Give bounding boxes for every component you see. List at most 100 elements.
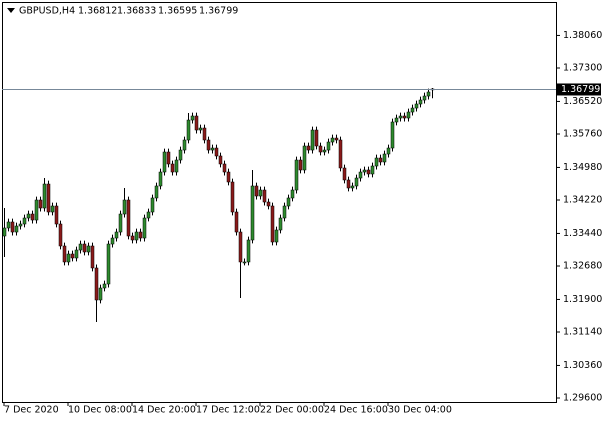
- candle-body: [42, 183, 47, 209]
- candle-body: [298, 159, 303, 171]
- y-tick-label: 1.31140: [563, 327, 602, 338]
- candle-body: [314, 129, 319, 147]
- candle-body: [398, 115, 403, 119]
- candle-body: [286, 197, 291, 207]
- candle-body: [22, 217, 27, 225]
- candle-body: [118, 213, 123, 233]
- candle-body: [102, 283, 107, 289]
- y-tick-label: 1.32680: [563, 261, 602, 272]
- candle-body: [362, 169, 367, 173]
- candle-body: [150, 197, 155, 213]
- candle-body: [222, 163, 227, 173]
- candle-body: [138, 231, 143, 239]
- x-tick-label: 22 Dec 00:00: [260, 405, 324, 416]
- candle-body: [250, 185, 255, 241]
- candle-body: [74, 249, 79, 259]
- candle-body: [402, 115, 407, 119]
- price-label-box: [557, 83, 601, 96]
- candle-body: [318, 145, 323, 153]
- candle-body: [90, 245, 95, 269]
- candle-body: [66, 253, 71, 263]
- candle-body: [266, 201, 271, 207]
- candle-body: [122, 199, 127, 215]
- candle-body: [214, 147, 219, 157]
- chart-title: GBPUSD,H4: [19, 6, 75, 17]
- candle-body: [78, 243, 83, 251]
- candle-body: [322, 149, 327, 153]
- y-tick-label: 1.34220: [563, 195, 602, 206]
- candle-body: [158, 171, 163, 187]
- candle-body: [342, 167, 347, 181]
- candle-body: [230, 181, 235, 213]
- candle-body: [130, 235, 135, 241]
- y-tick-label: 1.33440: [563, 228, 602, 239]
- candle-body: [366, 169, 371, 175]
- header-low: 1.36595: [158, 6, 197, 17]
- candle-body: [374, 157, 379, 167]
- candle-body: [34, 199, 39, 221]
- candle-body: [6, 221, 11, 229]
- candle-body: [410, 107, 415, 113]
- candle-body: [170, 163, 175, 173]
- candle-body: [38, 199, 43, 209]
- candle-body: [62, 245, 67, 263]
- candle-body: [270, 205, 275, 243]
- candle-body: [178, 149, 183, 161]
- candle-body: [294, 159, 299, 191]
- candle-body: [162, 151, 167, 173]
- candle-body: [258, 189, 263, 197]
- candle-body: [406, 111, 411, 119]
- candle-body: [350, 185, 355, 189]
- x-tick-label: 14 Dec 20:00: [132, 405, 196, 416]
- candle-body: [210, 147, 215, 151]
- candle-body: [98, 287, 103, 301]
- y-tick-label: 1.36520: [563, 96, 602, 107]
- candle-body: [58, 223, 63, 247]
- candle-body: [354, 177, 359, 187]
- candle-body: [154, 185, 159, 199]
- candle-body: [194, 115, 199, 131]
- candle-body: [134, 231, 139, 241]
- candle-body: [414, 103, 419, 109]
- candle-body: [70, 253, 75, 259]
- candle-body: [202, 127, 207, 141]
- candle-body: [282, 205, 287, 219]
- header-high: 1.36833: [117, 6, 156, 17]
- candle-body: [382, 153, 387, 163]
- candle-body: [30, 213, 35, 221]
- menu-icon: [7, 8, 15, 13]
- candle-body: [54, 205, 59, 225]
- y-tick-label: 1.31900: [563, 294, 602, 305]
- candle-body: [246, 239, 251, 263]
- candle-body: [198, 127, 203, 131]
- candle-body: [126, 199, 131, 237]
- candle-body: [26, 213, 31, 219]
- candle-body: [378, 157, 383, 163]
- y-tick-label: 1.30360: [563, 360, 602, 371]
- candle-body: [18, 223, 23, 227]
- candle-body: [226, 171, 231, 183]
- candle-body: [106, 243, 111, 285]
- candle-body: [82, 243, 87, 253]
- candle-body: [278, 217, 283, 231]
- candle-body: [10, 221, 15, 233]
- candle-body: [110, 237, 115, 245]
- y-tick-label: 1.35760: [563, 129, 602, 140]
- candle-body: [94, 267, 99, 301]
- candle-body: [46, 183, 51, 213]
- candle-body: [346, 179, 351, 189]
- y-tick-label: 1.34980: [563, 162, 602, 173]
- candle-body: [142, 217, 147, 239]
- candle-body: [358, 171, 363, 179]
- candle-body: [146, 211, 151, 219]
- candle-body: [290, 189, 295, 199]
- candle-body: [166, 151, 171, 165]
- candle-body: [274, 229, 279, 243]
- x-tick-label: 30 Dec 04:00: [388, 405, 452, 416]
- candle-body: [306, 145, 311, 151]
- candle-body: [2, 227, 7, 237]
- candle-body: [390, 121, 395, 149]
- x-tick-label: 7 Dec 2020: [4, 405, 59, 416]
- candle-body: [50, 205, 55, 213]
